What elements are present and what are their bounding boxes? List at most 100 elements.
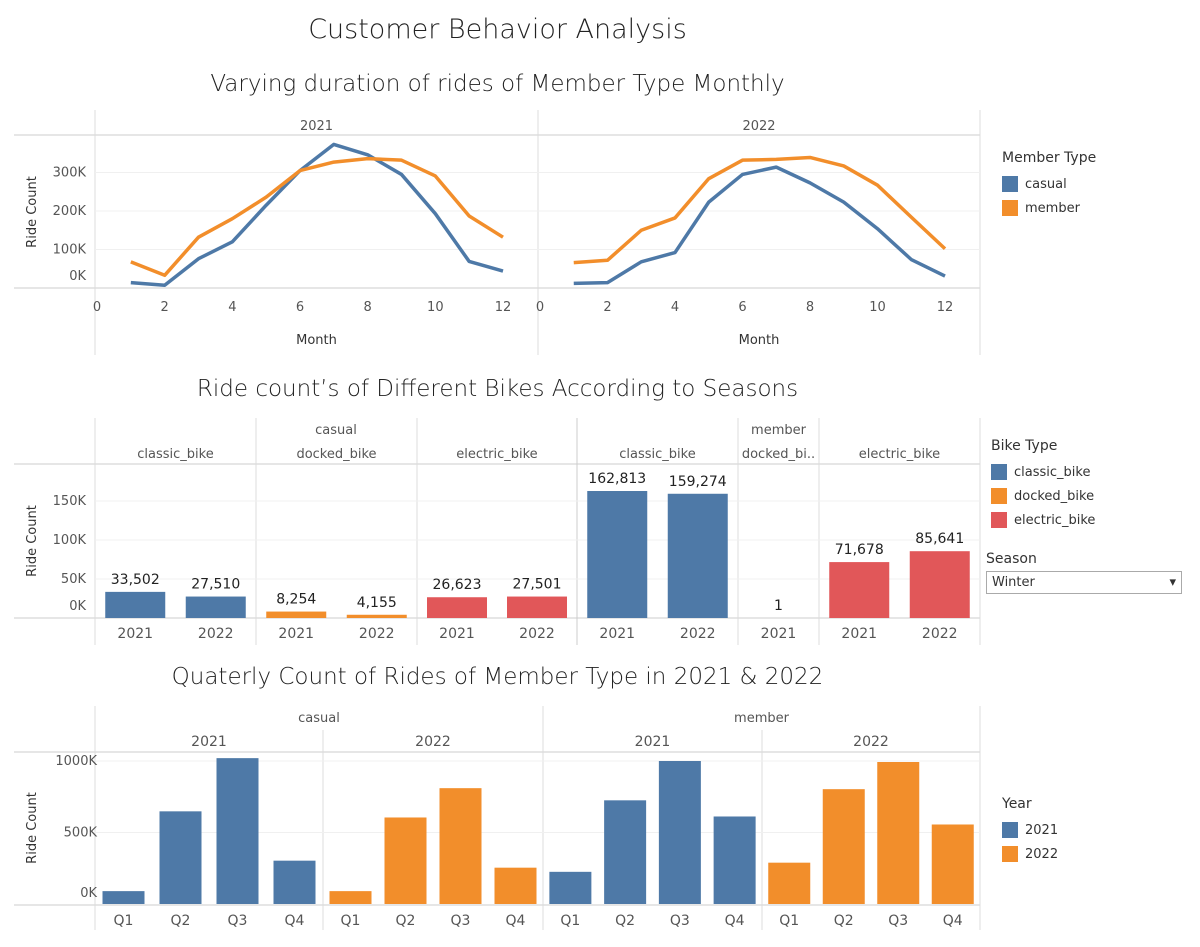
panel-header: classic_bike bbox=[619, 447, 695, 462]
x-tick-label: 2021 bbox=[841, 626, 877, 642]
x-tick-label: 2021 bbox=[278, 626, 314, 642]
x-tick-label: 2022 bbox=[198, 626, 234, 642]
legend-label: electric_bike bbox=[1014, 512, 1096, 528]
panel-header: electric_bike bbox=[456, 447, 537, 462]
series-line-member-2021 bbox=[130, 156, 504, 278]
x-tick-label: 2022 bbox=[922, 626, 958, 642]
bar-member-2021-Q4 bbox=[713, 816, 756, 904]
legend-swatch bbox=[991, 512, 1007, 528]
member-type-legend[interactable]: Member Type casual member bbox=[1002, 150, 1096, 220]
data-label: 85,641 bbox=[915, 531, 964, 547]
season-filter-label: Season bbox=[986, 551, 1037, 573]
legend-label: 2021 bbox=[1025, 822, 1059, 838]
x-tick-label: 2021 bbox=[761, 626, 797, 642]
bar-casual-2021-Q3 bbox=[216, 758, 259, 904]
x-tick-label: Q4 bbox=[285, 913, 305, 929]
legend-swatch bbox=[991, 488, 1007, 504]
x-tick-label: Q1 bbox=[779, 913, 799, 929]
x-tick-label: 10 bbox=[869, 300, 886, 315]
season-dropdown[interactable]: Winter ▾ bbox=[986, 571, 1182, 594]
line-chart-title: Varying duration of rides of Member Type… bbox=[210, 71, 785, 97]
group-header: casual bbox=[298, 711, 340, 726]
y-tick-label: 50K bbox=[61, 572, 87, 587]
year-legend[interactable]: Year 2021 2022 bbox=[1002, 796, 1058, 866]
y-tick-label: 1000K bbox=[55, 754, 97, 769]
x-axis-title: Month bbox=[739, 333, 780, 348]
x-tick-label: 12 bbox=[495, 300, 512, 315]
y-tick-label: 0K bbox=[69, 269, 86, 284]
x-tick-label: Q1 bbox=[114, 913, 134, 929]
x-tick-label: Q1 bbox=[341, 913, 361, 929]
dashboard-title: Customer Behavior Analysis bbox=[308, 14, 687, 45]
bike-type-legend[interactable]: Bike Type classic_bike docked_bike elect… bbox=[991, 438, 1095, 532]
bar-casual-docked_bike-2021 bbox=[266, 611, 327, 618]
x-axis-title: Month bbox=[296, 333, 337, 348]
legend-item-docked-bike[interactable]: docked_bike bbox=[991, 484, 1095, 508]
legend-swatch bbox=[1002, 200, 1018, 216]
bar-member-2022-Q1 bbox=[768, 862, 811, 904]
x-tick-label: 2021 bbox=[117, 626, 153, 642]
x-tick-label: 4 bbox=[671, 300, 679, 315]
legend-item-member[interactable]: member bbox=[1002, 196, 1096, 220]
bar-member-2022-Q2 bbox=[822, 789, 865, 904]
panel-header: docked_bi.. bbox=[742, 447, 815, 462]
bar-member-2022-Q3 bbox=[877, 762, 920, 904]
season-selected-value: Winter bbox=[992, 575, 1035, 590]
data-label: 8,254 bbox=[276, 592, 316, 608]
legend-swatch bbox=[1002, 846, 1018, 862]
bar-casual-classic_bike-2021 bbox=[105, 591, 166, 618]
legend-swatch bbox=[991, 464, 1007, 480]
x-tick-label: Q2 bbox=[396, 913, 416, 929]
series-line-casual-2022 bbox=[573, 165, 946, 286]
group-header: member bbox=[734, 711, 790, 726]
x-tick-label: 2022 bbox=[519, 626, 555, 642]
panel-header: 2021 bbox=[300, 119, 333, 134]
bar-casual-2022-Q2 bbox=[384, 817, 427, 904]
data-label: 33,502 bbox=[111, 572, 160, 588]
x-tick-label: 6 bbox=[738, 300, 746, 315]
legend-label: classic_bike bbox=[1014, 464, 1091, 480]
bar-member-2022-Q4 bbox=[931, 824, 974, 904]
panel-header: 2022 bbox=[415, 734, 451, 750]
panel-header: 2021 bbox=[635, 734, 671, 750]
x-tick-label: Q3 bbox=[451, 913, 471, 929]
x-tick-label: 0 bbox=[93, 300, 101, 315]
bar-member-2021-Q2 bbox=[604, 800, 647, 904]
x-tick-label: 10 bbox=[427, 300, 444, 315]
y-tick-label: 100K bbox=[53, 533, 87, 548]
quarterly-chart-title: Quaterly Count of Rides of Member Type i… bbox=[171, 664, 824, 690]
data-label: 27,510 bbox=[191, 577, 240, 593]
x-tick-label: Q3 bbox=[670, 913, 690, 929]
legend-item-2021[interactable]: 2021 bbox=[1002, 818, 1058, 842]
legend-swatch bbox=[1002, 822, 1018, 838]
legend-item-electric-bike[interactable]: electric_bike bbox=[991, 508, 1095, 532]
group-header: casual bbox=[315, 423, 357, 438]
season-label: Season bbox=[986, 551, 1037, 567]
x-tick-label: Q3 bbox=[888, 913, 908, 929]
legend-title: Bike Type bbox=[991, 438, 1058, 454]
data-label: 159,274 bbox=[669, 474, 727, 490]
series-line-casual-2021 bbox=[130, 142, 504, 288]
group-header: member bbox=[751, 423, 807, 438]
x-tick-label: Q2 bbox=[615, 913, 635, 929]
data-label: 26,623 bbox=[433, 577, 482, 593]
legend-item-2022[interactable]: 2022 bbox=[1002, 842, 1058, 866]
x-tick-label: 8 bbox=[364, 300, 372, 315]
bar-member-2021-Q1 bbox=[549, 871, 592, 904]
data-label: 27,501 bbox=[513, 577, 562, 593]
y-axis-title: Ride Count bbox=[25, 505, 40, 577]
bar-member-2021-Q3 bbox=[658, 761, 701, 904]
y-tick-label: 100K bbox=[53, 243, 87, 258]
legend-swatch bbox=[1002, 176, 1018, 192]
x-tick-label: 2022 bbox=[680, 626, 716, 642]
bar-member-classic_bike-2022 bbox=[667, 493, 728, 618]
x-tick-label: Q2 bbox=[834, 913, 854, 929]
legend-item-classic-bike[interactable]: classic_bike bbox=[991, 460, 1095, 484]
bar-casual-classic_bike-2022 bbox=[185, 596, 246, 618]
y-tick-label: 300K bbox=[53, 166, 87, 181]
x-tick-label: 2021 bbox=[439, 626, 475, 642]
bar-casual-2022-Q3 bbox=[439, 788, 482, 904]
x-tick-label: 2021 bbox=[599, 626, 635, 642]
bar-casual-2022-Q1 bbox=[329, 891, 372, 904]
legend-item-casual[interactable]: casual bbox=[1002, 172, 1096, 196]
